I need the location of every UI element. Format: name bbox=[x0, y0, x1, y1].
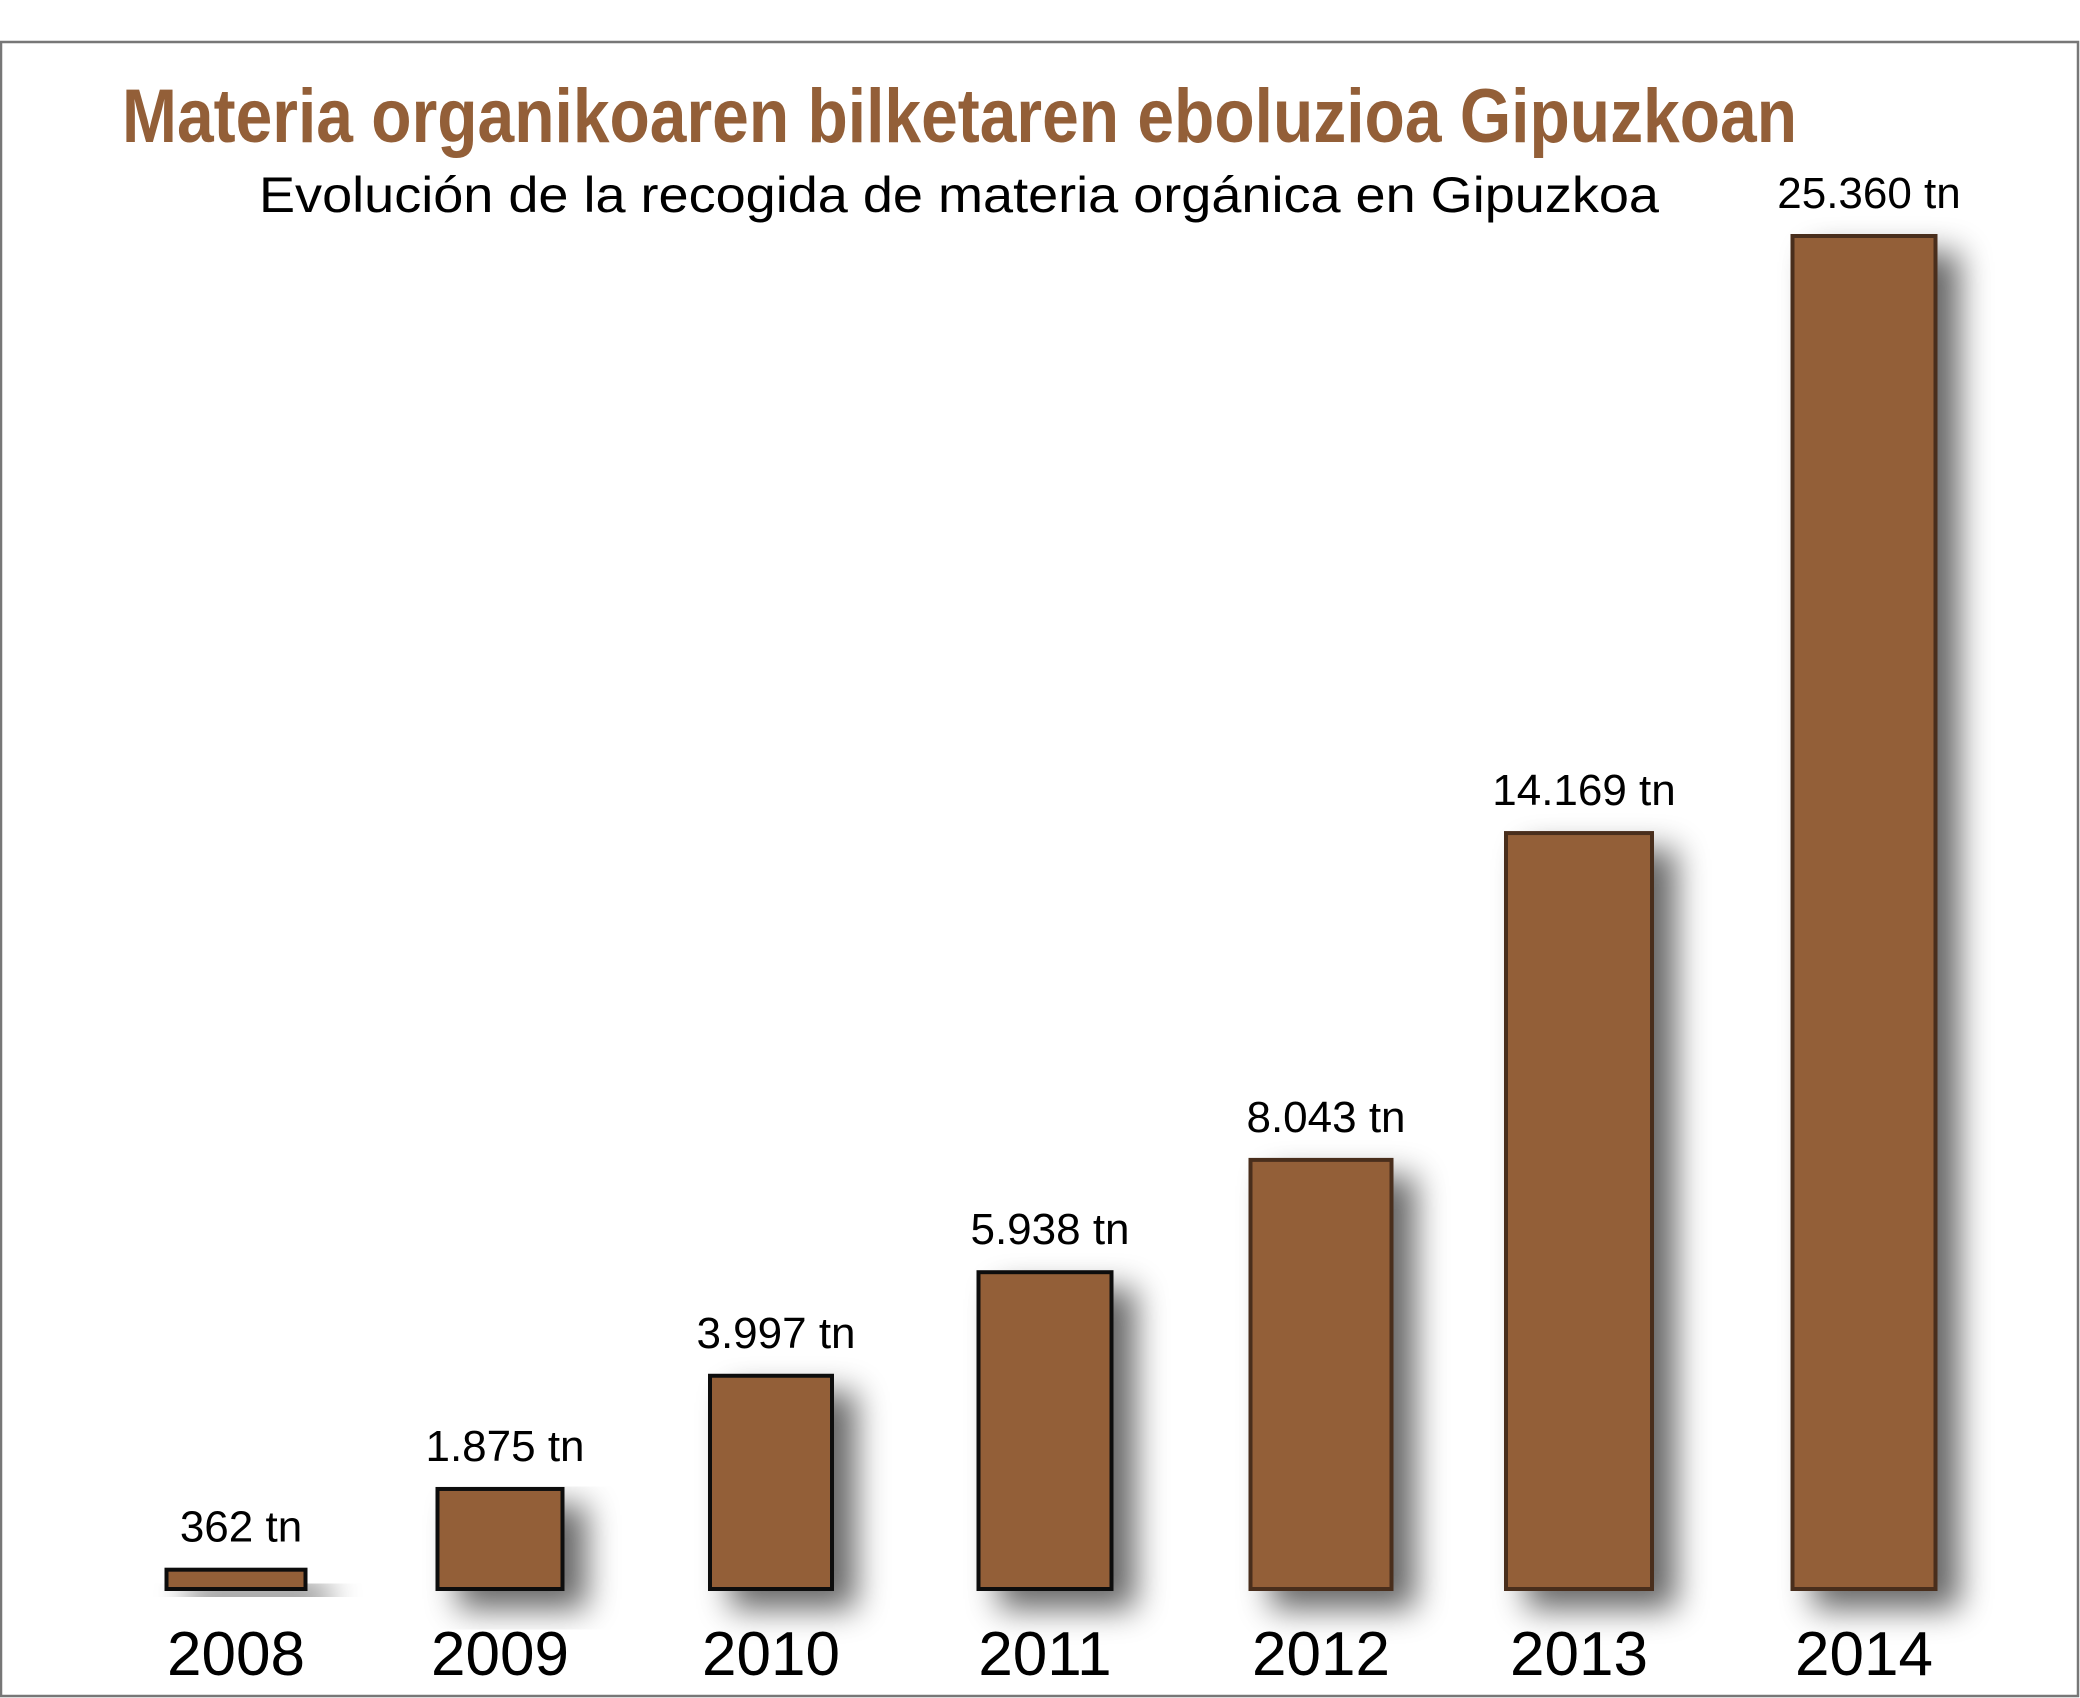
x-tick-label-2012: 2012 bbox=[1252, 1620, 1390, 1689]
value-label-2008: 362 tn bbox=[180, 1503, 302, 1552]
bar-2010 bbox=[708, 1373, 834, 1592]
x-tick-label-2008: 2008 bbox=[167, 1620, 305, 1689]
bars-group bbox=[164, 234, 1938, 1592]
value-label-2014: 25.360 tn bbox=[1777, 169, 1961, 218]
bar-2009 bbox=[435, 1486, 565, 1591]
value-label-2010: 3.997 tn bbox=[696, 1309, 855, 1358]
x-tick-label-2010: 2010 bbox=[702, 1620, 840, 1689]
x-tick-label-2009: 2009 bbox=[431, 1620, 569, 1689]
labels-group: 362 tn 2008 1.875 tn 2009 3.997 tn 2010 5.938 … bbox=[167, 169, 1961, 1689]
value-label-2009: 1.875 tn bbox=[425, 1422, 584, 1471]
bar-2011 bbox=[976, 1270, 1114, 1591]
bar-2008 bbox=[164, 1567, 308, 1591]
chart-title: Materia organikoaren bilketaren eboluzio… bbox=[122, 74, 1797, 159]
chart-subtitle: Evolución de la recogida de materia orgá… bbox=[259, 167, 1659, 223]
value-label-2012: 8.043 tn bbox=[1246, 1093, 1405, 1142]
value-label-2011: 5.938 tn bbox=[970, 1205, 1129, 1254]
x-tick-label-2013: 2013 bbox=[1510, 1620, 1648, 1689]
bar-2014 bbox=[1790, 234, 1938, 1591]
x-tick-label-2014: 2014 bbox=[1795, 1620, 1933, 1689]
bar-2012 bbox=[1248, 1157, 1394, 1591]
x-tick-label-2011: 2011 bbox=[978, 1620, 1111, 1689]
bar-2013 bbox=[1504, 831, 1654, 1591]
value-label-2013: 14.169 tn bbox=[1492, 766, 1676, 815]
